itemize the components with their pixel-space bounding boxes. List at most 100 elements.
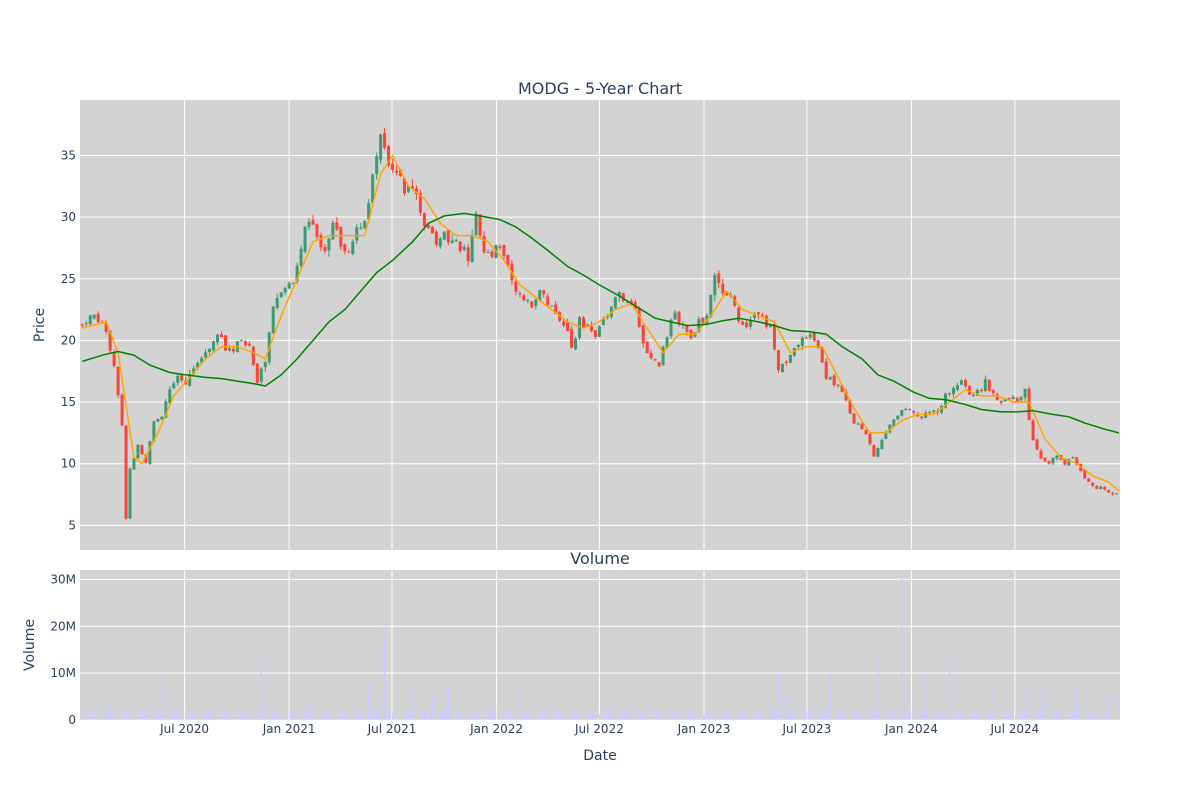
candle-body [916,414,920,417]
candle-body [92,314,96,319]
candle-body [848,399,852,414]
candle-body [180,374,184,381]
volume-bar [542,713,544,720]
volume-bar [107,709,109,720]
candle-body [152,421,156,442]
volume-bar [1060,709,1062,720]
volume-bar [160,714,162,720]
volume-bar [971,711,973,720]
volume-bar [835,714,837,720]
volume-bar [1005,710,1007,720]
volume-bar [251,713,253,720]
candle-body [160,416,164,420]
volume-bar [144,708,146,720]
candle-body [490,251,494,257]
volume-bar [746,714,748,720]
volume-bar [777,673,780,720]
volume-bar [323,713,325,720]
candle-body [124,425,128,519]
volume-bar [696,713,698,720]
candle-body [538,289,542,301]
candle-body [502,245,506,257]
price-y-tick-label: 35 [61,148,76,162]
candle-body [928,411,932,413]
candle-body [291,283,295,285]
volume-bar [328,714,330,720]
volume-bar [903,710,905,720]
candle-body [824,361,828,379]
volume-bar [82,709,84,720]
candle-body [582,317,586,328]
volume-bar [217,714,219,720]
volume-bar [1008,714,1010,720]
volume-bar [373,709,375,720]
candle-body [176,375,180,383]
candle-body [812,332,816,341]
candle-body [796,344,800,348]
volume-bar [80,710,82,720]
volume-bar [989,714,991,720]
volume-bar [744,710,746,720]
volume-bar [435,711,437,720]
volume-bar [694,714,696,720]
volume-bar [533,713,535,720]
volume-bar [1058,712,1060,720]
volume-bar [621,712,623,720]
volume-bar [439,710,441,720]
candle-body [144,454,148,463]
candle-body [347,251,351,253]
volume-bar [321,713,323,720]
volume-bar [187,713,189,720]
volume-bar [873,713,875,720]
volume-subplot-title: Volume [570,549,630,568]
candle-body [665,337,669,348]
volume-bar [447,684,450,720]
volume-bar [355,710,357,720]
volume-bar [844,711,846,720]
volume-bar [285,714,287,720]
price-y-tick-label: 10 [61,457,76,471]
candle-body [498,246,502,249]
candle-body [192,368,196,375]
volume-bar [569,710,571,720]
volume-bar [771,710,773,720]
candle-body [562,321,566,326]
volume-bar [146,714,148,720]
volume-bar [676,709,678,720]
volume-bar [564,710,566,720]
volume-bar [411,689,414,720]
candle-body [975,389,979,396]
volume-bar [471,710,473,720]
volume-bar [876,711,878,720]
candle-body [255,363,259,383]
volume-bar [869,709,871,720]
volume-bar [431,696,434,720]
volume-bar [830,713,832,720]
volume-bar [482,714,484,720]
volume-bar [201,714,203,720]
candle-body [307,221,311,227]
volume-bar [1024,714,1026,720]
volume-bar [735,708,737,720]
price-y-tick-label: 25 [61,272,76,286]
volume-bar [714,708,716,720]
volume-bar [1071,710,1073,720]
volume-bar [153,715,155,720]
volume-bar [262,710,264,720]
candle-body [613,297,617,309]
price-panel: 5 10 15 20 25 30 35 MODG - 5-Year Chart Price [32,79,1120,550]
volume-bar [551,713,553,720]
volume-bar [278,712,280,720]
candle-body [991,390,995,394]
volume-bar [1017,710,1019,720]
candle-body [196,362,200,368]
price-y-ticks: 5 10 15 20 25 30 35 [61,148,76,532]
volume-bar [364,709,366,720]
candle-body [482,235,486,253]
candle-body [983,379,987,391]
candle-body [128,468,132,519]
volume-bar [1076,689,1078,720]
volume-bar [339,711,341,720]
volume-bar [769,708,771,720]
volume-bar [392,713,394,720]
